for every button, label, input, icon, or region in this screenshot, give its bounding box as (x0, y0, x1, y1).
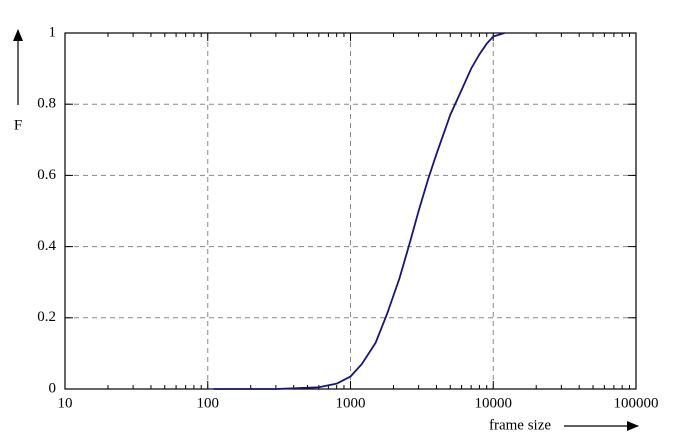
y-tick-label: 1 (49, 24, 57, 40)
y-axis-label: F (14, 117, 22, 133)
x-tick-label: 1000 (336, 395, 366, 411)
plot-frame (64, 32, 637, 390)
y-tick-label: 0 (49, 380, 57, 396)
x-tick-label: 100 (197, 395, 220, 411)
x-tick-label: 100000 (614, 395, 659, 411)
y-tick-label: 0.4 (37, 238, 56, 254)
x-axis-label: frame size (489, 417, 551, 433)
x-tick-label: 10 (58, 395, 73, 411)
y-tick-label: 0.8 (37, 96, 56, 112)
x-tick-label: 10000 (475, 395, 513, 411)
y-tick-label: 0.2 (37, 309, 56, 325)
y-tick-label: 0.6 (37, 167, 56, 183)
cdf-line (213, 32, 505, 390)
